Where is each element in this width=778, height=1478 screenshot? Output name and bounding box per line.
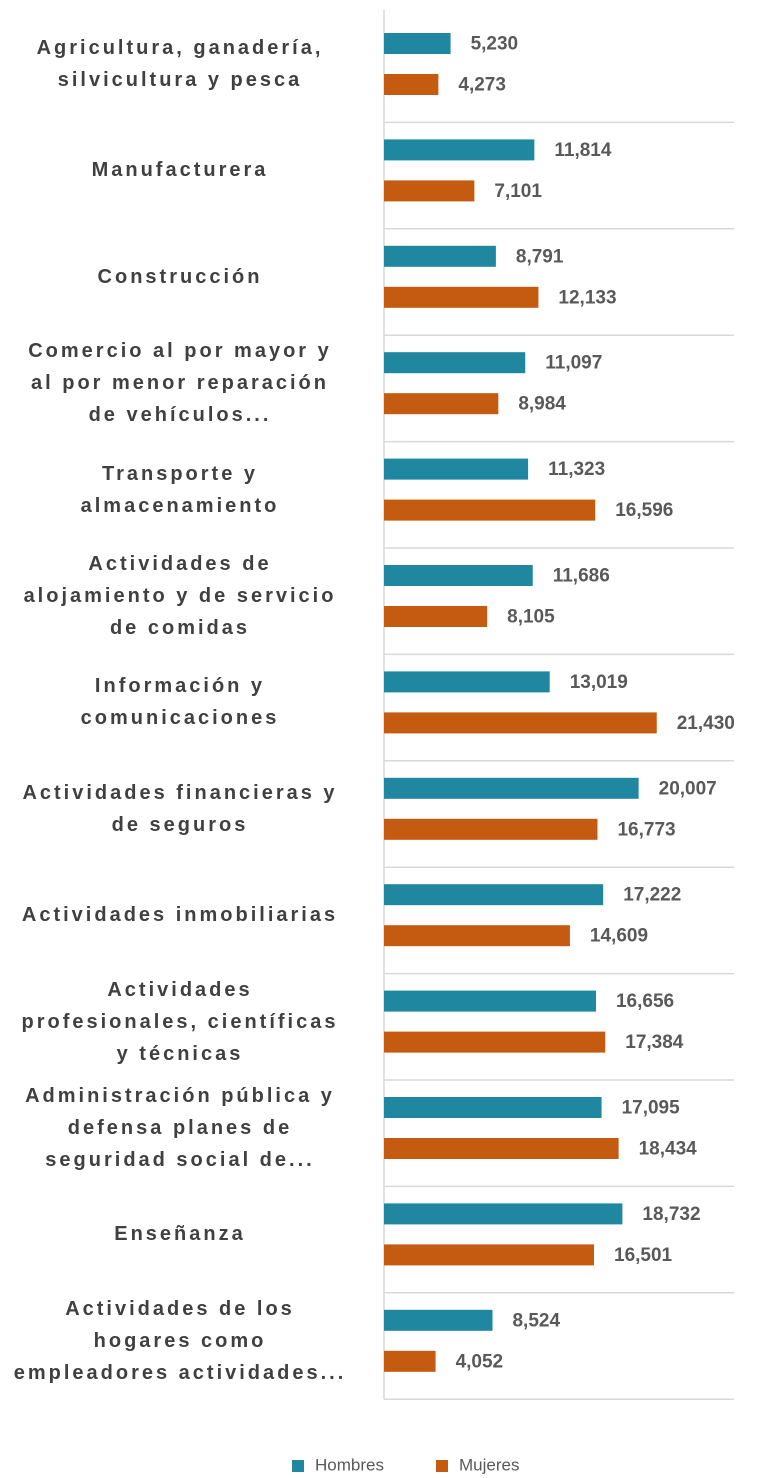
category-label: Enseñanza (114, 1223, 246, 1246)
value-label: 13,019 (570, 672, 628, 693)
category-label: Actividades de los hogares como empleado… (13, 1297, 347, 1384)
value-label: 14,609 (590, 926, 648, 947)
bar (384, 925, 570, 947)
value-label: 8,984 (518, 394, 566, 415)
value-label: 5,230 (471, 34, 519, 55)
bar (384, 777, 639, 799)
value-label: 11,814 (554, 140, 611, 161)
bar (384, 990, 596, 1012)
category-label: Información y comunicaciones (80, 675, 280, 730)
category-label: Actividades profesionales, científicas y… (21, 978, 339, 1065)
bar (384, 1309, 493, 1331)
category-label: Construcción (97, 265, 263, 288)
value-label: 8,791 (516, 246, 564, 267)
bar (384, 180, 475, 202)
value-label: 4,273 (458, 75, 506, 96)
category-label: Agricultura, ganadería, silvicultura y p… (36, 37, 324, 91)
category-label: Actividades inmobiliarias (21, 904, 339, 927)
bar (384, 499, 596, 521)
legend-label: Mujeres (459, 1455, 519, 1474)
bar (384, 1097, 602, 1118)
value-label: 16,596 (615, 500, 673, 521)
value-label: 11,323 (548, 459, 605, 480)
bar (384, 1031, 606, 1053)
bar (384, 565, 533, 586)
value-label: 4,052 (456, 1351, 504, 1372)
value-label: 21,430 (677, 713, 735, 734)
bar (384, 352, 526, 374)
value-label: 16,501 (614, 1245, 673, 1266)
value-label: 16,656 (616, 991, 674, 1012)
bar (384, 458, 529, 480)
bar (384, 1350, 436, 1372)
bar (384, 33, 451, 54)
category-label: Transporte y almacenamiento (80, 462, 280, 517)
category-label: Manufacturera (91, 159, 269, 182)
legend-swatch (292, 1460, 304, 1472)
category-label: Comercio al por mayor y al por menor rep… (28, 340, 332, 427)
value-label: 20,007 (659, 778, 717, 799)
bar (384, 139, 535, 161)
bar (384, 606, 488, 627)
value-label: 17,222 (623, 885, 681, 906)
bar (384, 245, 496, 267)
value-label: 7,101 (494, 181, 542, 202)
bar (384, 712, 657, 734)
value-label: 12,133 (558, 287, 616, 308)
value-label: 8,105 (507, 607, 555, 628)
value-label: 17,384 (625, 1032, 684, 1053)
bar (384, 74, 439, 95)
bar (384, 1203, 623, 1225)
value-label: 18,434 (639, 1139, 698, 1160)
value-label: 16,773 (617, 819, 675, 840)
bar (384, 1138, 619, 1159)
value-label: 11,097 (545, 353, 602, 374)
legend-swatch (436, 1460, 448, 1472)
bar (384, 1244, 595, 1266)
bar (384, 818, 598, 840)
value-label: 11,686 (553, 566, 610, 587)
category-label: Actividades financieras y de seguros (22, 781, 338, 836)
bar (384, 884, 604, 906)
category-label: Actividades de alojamiento y de servicio… (23, 553, 337, 639)
bar (384, 286, 539, 308)
category-label: Administración pública y defensa planes … (25, 1085, 335, 1171)
value-label: 8,524 (512, 1310, 560, 1331)
bar (384, 671, 550, 693)
value-label: 17,095 (622, 1098, 681, 1119)
value-label: 18,732 (642, 1204, 700, 1225)
legend-label: Hombres (315, 1455, 384, 1474)
bar (384, 393, 499, 415)
